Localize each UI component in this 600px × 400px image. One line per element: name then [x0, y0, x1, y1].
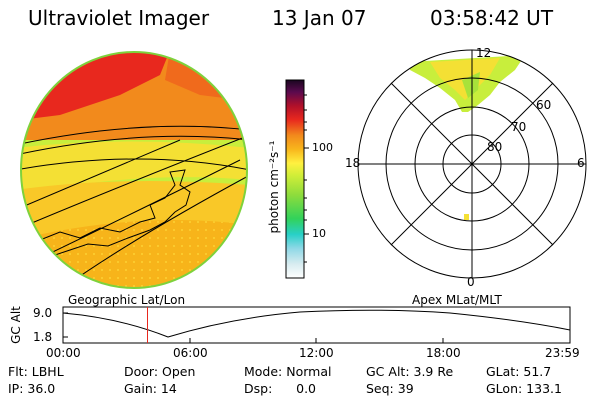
globe-image	[21, 52, 247, 288]
status-door: Door: Open	[124, 364, 196, 379]
x-tick-2359: 23:59	[545, 346, 580, 360]
status-seq: Seq: 39	[366, 381, 414, 396]
status-ip: IP: 36.0	[8, 381, 56, 396]
instrument-title: Ultraviolet Imager	[28, 6, 210, 30]
altitude-curve	[62, 309, 571, 338]
polar-plot	[357, 49, 587, 279]
geographic-label: Geographic Lat/Lon	[68, 293, 186, 307]
colorbar	[285, 79, 305, 279]
x-tick-1800: 18:00	[426, 346, 461, 360]
altitude-ymin: 1.8	[33, 330, 53, 344]
status-glat: GLat: 51.7	[486, 364, 552, 379]
x-tick-1200: 12:00	[299, 346, 334, 360]
altitude-plot	[62, 306, 571, 344]
status-dsp: Dsp: 0.0	[244, 381, 317, 396]
mlt-label-12: 12	[476, 46, 492, 60]
x-tick-0600: 06:00	[173, 346, 208, 360]
lat-label-70: 70	[511, 120, 527, 134]
status-filter: Flt: LBHL	[8, 364, 64, 379]
lat-label-80: 80	[487, 140, 503, 154]
lat-label-60: 60	[536, 98, 552, 112]
mlt-label-18: 18	[345, 156, 361, 170]
altitude-ylabel: GC Alt	[9, 306, 23, 344]
mlt-label-0: 0	[467, 275, 475, 289]
altitude-ymax: 9.0	[33, 306, 53, 320]
status-gc-alt: GC Alt: 3.9 Re	[366, 364, 454, 379]
x-tick-0000: 00:00	[46, 346, 81, 360]
colorbar-tick-10: 10	[312, 227, 326, 240]
status-gain: Gain: 14	[124, 381, 177, 396]
status-mode: Mode: Normal	[244, 364, 332, 379]
colorbar-tick-100: 100	[312, 141, 333, 154]
mlt-label-6: 6	[577, 156, 585, 170]
date-label: 13 Jan 07	[272, 6, 367, 30]
time-label: 03:58:42 UT	[430, 6, 554, 30]
colorbar-unit-label: photon cm⁻²s⁻¹	[267, 140, 281, 234]
status-glon: GLon: 133.1	[486, 381, 562, 396]
apex-label: Apex MLat/MLT	[412, 293, 502, 307]
